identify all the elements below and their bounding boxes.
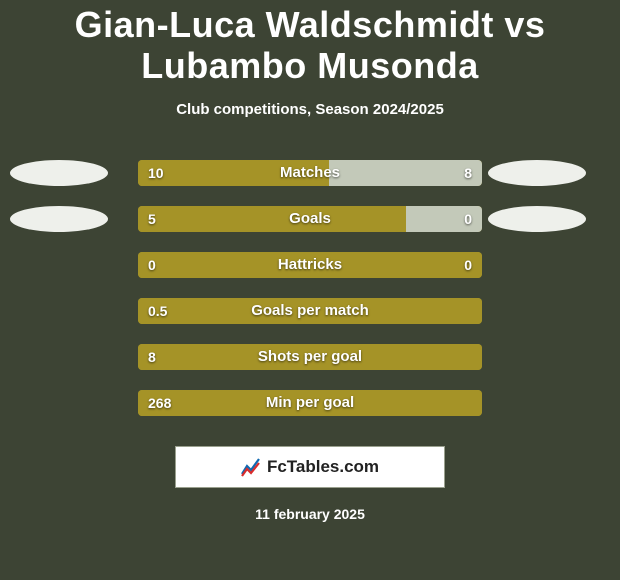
metric-row: 0.5Goals per match: [0, 290, 620, 336]
chart-icon: [241, 457, 261, 477]
metric-row: 108Matches: [0, 152, 620, 198]
metric-label: Hattricks: [138, 244, 482, 290]
metric-label: Shots per goal: [138, 336, 482, 382]
metric-row: 50Goals: [0, 198, 620, 244]
metric-row: 00Hattricks: [0, 244, 620, 290]
date-text: 11 february 2025: [0, 506, 620, 522]
page-title: Gian-Luca Waldschmidt vs Lubambo Musonda: [0, 4, 620, 101]
metric-label: Matches: [138, 152, 482, 198]
player-marker-left: [10, 206, 108, 232]
player-marker-left: [10, 160, 108, 186]
metric-row: 268Min per goal: [0, 382, 620, 428]
metric-label: Min per goal: [138, 382, 482, 428]
comparison-card: Gian-Luca Waldschmidt vs Lubambo Musonda…: [0, 0, 620, 580]
metric-label: Goals: [138, 198, 482, 244]
player-marker-right: [488, 206, 586, 232]
logo-badge: FcTables.com: [175, 446, 445, 488]
metric-label: Goals per match: [138, 290, 482, 336]
player-marker-right: [488, 160, 586, 186]
subtitle: Club competitions, Season 2024/2025: [0, 101, 620, 152]
logo-text: FcTables.com: [267, 457, 379, 477]
metric-row: 8Shots per goal: [0, 336, 620, 382]
metric-rows: 108Matches50Goals00Hattricks0.5Goals per…: [0, 152, 620, 428]
